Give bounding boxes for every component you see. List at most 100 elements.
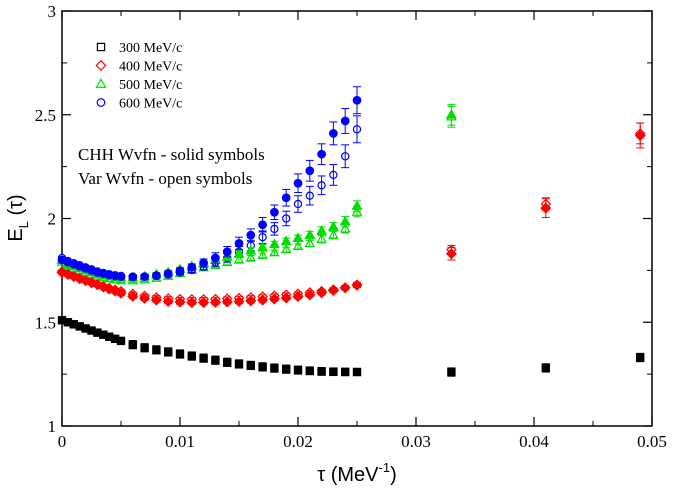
series-500-var bbox=[56, 105, 457, 285]
data-point bbox=[152, 271, 161, 280]
data-point bbox=[328, 229, 339, 239]
x-axis-title-main: τ (MeV bbox=[317, 464, 379, 486]
y-tick-label: 2.5 bbox=[35, 106, 56, 125]
data-point bbox=[292, 240, 304, 251]
data-point bbox=[282, 365, 291, 374]
y-axis-title-tail: (τ) bbox=[5, 194, 27, 221]
data-point bbox=[199, 258, 208, 268]
x-tick-label: 0.05 bbox=[637, 432, 667, 451]
data-point bbox=[352, 95, 362, 105]
data-point bbox=[115, 287, 127, 299]
data-point bbox=[317, 367, 326, 376]
data-point bbox=[268, 293, 280, 305]
data-point bbox=[340, 116, 350, 126]
data-point bbox=[233, 254, 245, 264]
data-point bbox=[293, 366, 303, 375]
data-point bbox=[152, 346, 161, 355]
legend-item-600: 600 MeV/c bbox=[96, 97, 182, 112]
data-point bbox=[211, 356, 220, 365]
legend-item-300: 300 MeV/c bbox=[96, 41, 182, 56]
data-point bbox=[150, 294, 162, 306]
data-point bbox=[339, 223, 351, 233]
data-point bbox=[116, 272, 126, 281]
series-400-chh bbox=[56, 122, 646, 309]
data-point bbox=[351, 200, 363, 210]
data-point bbox=[127, 290, 139, 302]
y-tick-label: 1.5 bbox=[35, 313, 56, 332]
data-point bbox=[327, 220, 339, 231]
tick-marks bbox=[61, 10, 653, 427]
legend-marker bbox=[95, 59, 107, 72]
legend-marker bbox=[96, 42, 106, 52]
data-point bbox=[128, 340, 137, 350]
data-point bbox=[339, 215, 351, 226]
data-point bbox=[257, 241, 269, 252]
data-point bbox=[80, 275, 92, 287]
data-point bbox=[140, 272, 149, 281]
data-point bbox=[91, 279, 103, 291]
series-300-var bbox=[57, 316, 362, 376]
data-point bbox=[316, 287, 328, 299]
data-point bbox=[74, 273, 86, 285]
data-point bbox=[139, 292, 151, 304]
data-point bbox=[221, 296, 233, 308]
data-point bbox=[282, 214, 291, 223]
data-point bbox=[162, 295, 174, 308]
legend-item-400: 400 MeV/c bbox=[95, 59, 182, 75]
data-point bbox=[257, 294, 269, 306]
data-point bbox=[234, 360, 244, 369]
data-point bbox=[352, 367, 362, 377]
series-600-var bbox=[57, 115, 362, 281]
data-point bbox=[269, 247, 280, 257]
data-point bbox=[234, 239, 244, 248]
tick-labels: 0 0.01 0.02 0.03 0.04 0.05 1 1.5 2 2.5 3 bbox=[35, 2, 667, 451]
data-point bbox=[341, 152, 350, 161]
y-tick-label: 3 bbox=[48, 2, 57, 21]
annotation-var: Var Wvfn - open symbols bbox=[78, 169, 252, 188]
data-point bbox=[304, 229, 316, 239]
data-point bbox=[257, 249, 268, 260]
data-point bbox=[163, 269, 173, 278]
x-tick-label: 0 bbox=[58, 432, 67, 451]
data-point bbox=[541, 363, 551, 373]
data-point bbox=[540, 202, 552, 214]
data-point bbox=[316, 233, 327, 243]
data-point bbox=[293, 199, 303, 209]
data-point bbox=[245, 252, 257, 262]
data-point bbox=[329, 367, 338, 377]
data-point bbox=[281, 193, 291, 203]
legend-item-500: 500 MeV/c bbox=[95, 78, 182, 93]
series-300-chh bbox=[57, 315, 645, 377]
data-point bbox=[635, 353, 645, 362]
data-point bbox=[187, 352, 196, 361]
data-point bbox=[339, 282, 351, 294]
data-point bbox=[305, 166, 315, 176]
data-point bbox=[445, 108, 457, 119]
data-point bbox=[317, 181, 326, 190]
data-point bbox=[445, 248, 457, 260]
series-500-chh bbox=[56, 103, 457, 282]
legend-label: 600 MeV/c bbox=[119, 97, 182, 112]
data-point bbox=[186, 297, 198, 309]
data-point bbox=[245, 295, 257, 307]
data-point bbox=[209, 296, 221, 308]
x-axis-title-close: ) bbox=[390, 464, 397, 486]
series-600-chh bbox=[57, 86, 362, 282]
x-tick-label: 0.04 bbox=[519, 432, 549, 451]
data-point bbox=[109, 285, 121, 297]
data-point bbox=[280, 292, 292, 304]
data-point bbox=[304, 289, 316, 301]
data-point bbox=[280, 235, 292, 246]
y-axis-title: EL (τ) bbox=[5, 194, 31, 241]
data-point bbox=[245, 244, 257, 255]
x-tick-label: 0.01 bbox=[165, 432, 195, 451]
data-point bbox=[103, 283, 115, 295]
data-point bbox=[211, 253, 220, 263]
legend-label: 300 MeV/c bbox=[119, 41, 182, 56]
data-point bbox=[164, 348, 173, 357]
data-point bbox=[258, 363, 267, 372]
plot-area bbox=[56, 86, 646, 377]
y-axis-title-main: E bbox=[5, 228, 27, 241]
data-point bbox=[246, 230, 256, 240]
